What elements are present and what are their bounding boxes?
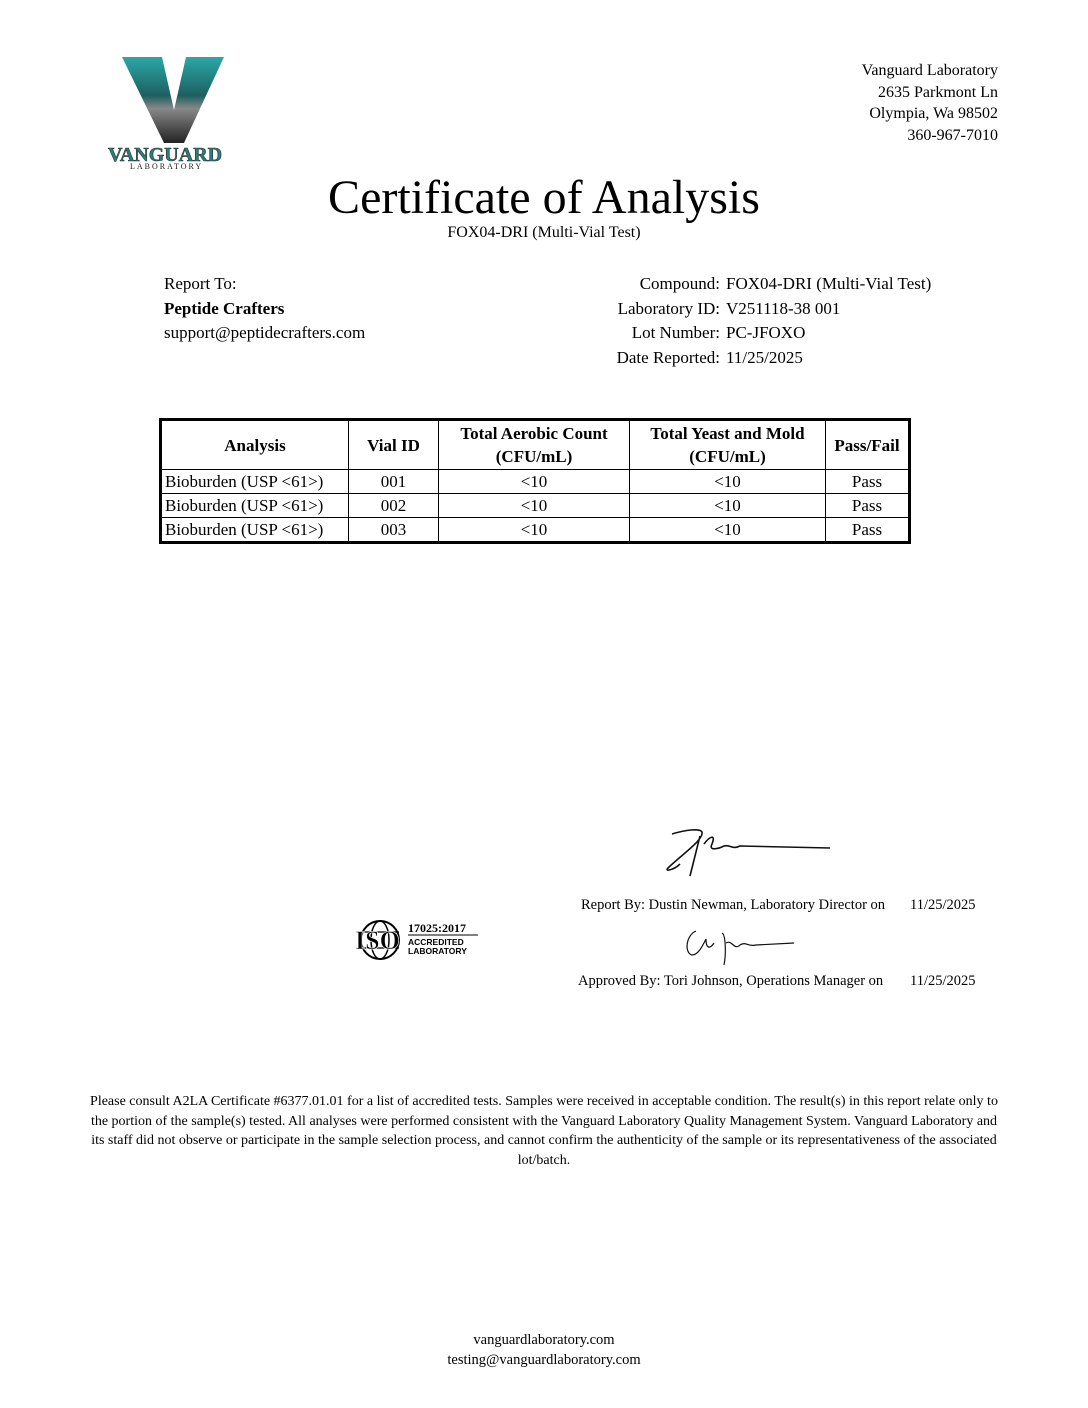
svg-text:ACCREDITED: ACCREDITED (408, 937, 464, 947)
table-header-row: Analysis Vial ID Total Aerobic Count (CF… (160, 419, 910, 470)
document-title: Certificate of Analysis (328, 171, 760, 224)
address-line: 360-967-7010 (907, 126, 998, 144)
cell: 003 (348, 517, 439, 543)
cell: <10 (438, 493, 630, 518)
column-header: Analysis (160, 419, 349, 470)
cell: Bioburden (USP <61>) (160, 493, 349, 518)
report-by: Report By: Dustin Newman, Laboratory Dir… (581, 897, 976, 914)
column-header: Pass/Fail (825, 419, 910, 470)
vanguard-logo: VANGUARD LABORATORY (106, 55, 241, 175)
table-row: Bioburden (USP <61>) 002 <10 <10 Pass (160, 493, 910, 518)
cell: 001 (348, 469, 439, 494)
info-value: V251118-38 001 (726, 298, 841, 318)
document-subtitle: FOX04-DRI (Multi-Vial Test) (447, 224, 641, 241)
cell: Pass (825, 469, 910, 494)
address-line: Vanguard Laboratory (861, 62, 998, 79)
svg-text:VANGUARD: VANGUARD (108, 144, 222, 166)
approved-by: Approved By: Tori Johnson, Operations Ma… (578, 973, 976, 990)
sample-info: Compound: FOX04-DRI (Multi-Vial Test) Lab… (560, 272, 932, 371)
svg-text:LABORATORY: LABORATORY (130, 162, 203, 170)
cell: Bioburden (USP <61>) (160, 469, 349, 494)
approved-date: 11/25/2025 (910, 973, 976, 989)
cell: <10 (629, 493, 826, 518)
lab-address: Vanguard Laboratory 2635 Parkmont Ln Oly… (862, 60, 998, 146)
approved-by-text: Approved By: Tori Johnson, Operations Ma… (578, 973, 884, 989)
svg-text:17025:2017: 17025:2017 (408, 921, 466, 935)
disclaimer: Please consult A2LA Certificate #6377.01… (90, 1094, 998, 1168)
info-row: Laboratory ID: V251118-38 001 (560, 297, 931, 322)
info-key: Compound: (639, 274, 720, 293)
info-key: Date Reported: (616, 347, 720, 367)
info-value: PC-JFOXO (726, 323, 806, 342)
column-header: Total Yeast and Mold (CFU/mL) (629, 419, 826, 470)
table-row: Bioburden (USP <61>) 001 <10 <10 Pass (160, 469, 910, 494)
table-row: Bioburden (USP <61>) 003 <10 <10 Pass (160, 517, 910, 543)
cell: <10 (629, 517, 826, 543)
info-value: 11/25/2025 (726, 347, 803, 367)
cell: Pass (825, 493, 910, 518)
cell: Bioburden (USP <61>) (160, 517, 349, 543)
column-header: Vial ID (348, 419, 439, 470)
report-to-label: Report To: (164, 274, 237, 293)
director-signature (660, 826, 840, 886)
manager-signature (680, 925, 800, 975)
cell: <10 (629, 469, 826, 494)
svg-text:LABORATORY: LABORATORY (408, 946, 467, 956)
info-row: Date Reported: 11/25/2025 (560, 346, 931, 371)
info-row: Lot Number: PC-JFOXO (560, 321, 931, 346)
address-line: 2635 Parkmont Ln (878, 83, 998, 101)
client-email: support@peptidecrafters.com (164, 323, 366, 342)
iso-accreditation-badge: ISO 17025:2017 ACCREDITED LABORATORY (354, 918, 480, 967)
info-row: Compound: FOX04-DRI (Multi-Vial Test) (560, 272, 932, 297)
footer-email: testing@vanguardlaboratory.com (447, 1351, 641, 1368)
address-line: Olympia, Wa 98502 (869, 105, 998, 122)
column-header: Total Aerobic Count (CFU/mL) (438, 419, 630, 470)
cell: <10 (438, 469, 630, 494)
cell: Pass (825, 517, 910, 543)
report-to: Report To: Peptide Crafters support@pept… (164, 272, 365, 346)
cell: <10 (438, 517, 630, 543)
info-key: Lot Number: (631, 323, 720, 342)
info-key: Laboratory ID: (617, 298, 720, 318)
report-by-text: Report By: Dustin Newman, Laboratory Dir… (581, 897, 886, 913)
cell: 002 (348, 493, 439, 518)
footer-website: vanguardlaboratory.com (473, 1332, 615, 1348)
footer: vanguardlaboratory.com testing@vanguardl… (0, 1331, 1088, 1370)
info-value: FOX04-DRI (Multi-Vial Test) (726, 274, 932, 293)
client-company: Peptide Crafters (164, 298, 285, 318)
report-date: 11/25/2025 (910, 897, 976, 913)
svg-text:ISO: ISO (355, 926, 400, 955)
results-table: Analysis Vial ID Total Aerobic Count (CF… (159, 418, 911, 544)
